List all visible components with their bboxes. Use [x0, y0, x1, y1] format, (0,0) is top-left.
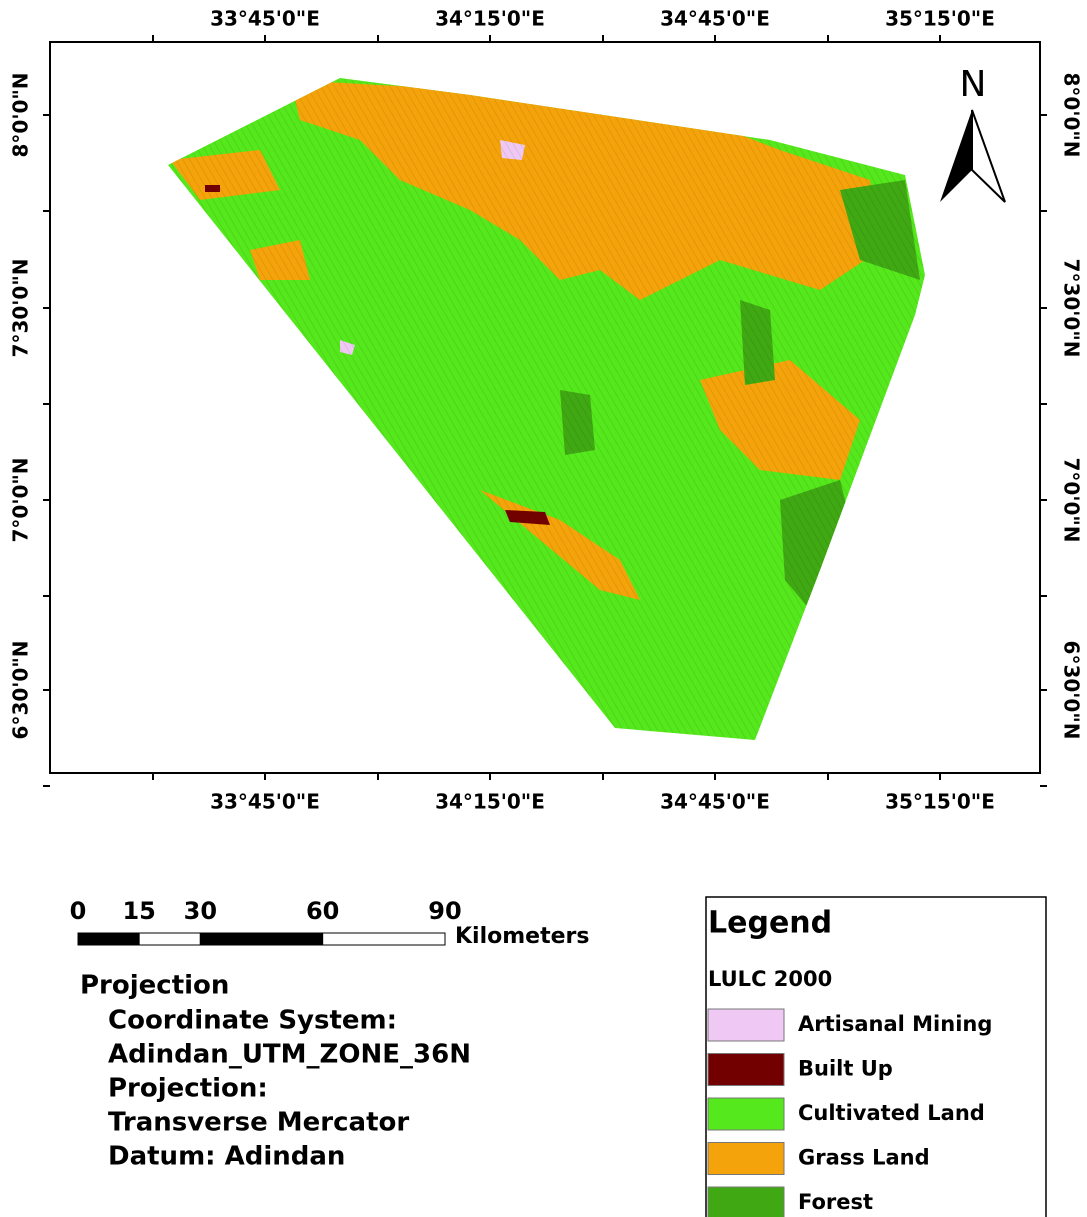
scale-tick-label: 90: [428, 897, 461, 925]
legend-swatch: [708, 1187, 784, 1217]
map-layout: N Legend LULC 2000 Projection 33°45'0"E 3…: [0, 0, 1087, 1217]
x-coordinate-label: 35°15'0"E: [885, 7, 995, 31]
x-coordinate-label: 34°45'0"E: [660, 7, 770, 31]
y-coordinate-label: 8°0'0"N: [9, 72, 33, 157]
projection-title: Projection: [80, 971, 229, 1001]
projection-line: Coordinate System:: [108, 1006, 397, 1036]
legend-swatch: [708, 1098, 784, 1130]
scale-unit: Kilometers: [455, 924, 589, 949]
scale-tick-label: 0: [70, 897, 87, 925]
legend-swatch: [708, 1143, 784, 1175]
scale-segment: [78, 933, 139, 945]
legend-label: Artisanal Mining: [798, 1012, 992, 1036]
x-coordinate-label: 33°45'0"E: [210, 790, 320, 814]
x-coordinate-label: 35°15'0"E: [885, 790, 995, 814]
scale-tick-label: 30: [184, 897, 217, 925]
y-coordinate-label: 7°0'0"N: [9, 457, 33, 542]
y-coordinate-label: 6°30'0"N: [1060, 641, 1084, 740]
projection-line: Projection:: [108, 1074, 268, 1104]
y-coordinate-label: 6°30'0"N: [9, 641, 33, 740]
legend-subtitle: LULC 2000: [708, 967, 832, 991]
legend-swatch: [708, 1054, 784, 1086]
legend-swatch: [708, 1009, 784, 1041]
x-coordinate-label: 34°15'0"E: [435, 7, 545, 31]
x-coordinate-label: 34°15'0"E: [435, 790, 545, 814]
north-label: N: [960, 64, 987, 105]
legend-label: Built Up: [798, 1057, 893, 1081]
y-coordinate-label: 7°0'0"N: [1060, 457, 1084, 542]
scale-segment: [323, 933, 445, 945]
scale-tick-label: 60: [306, 897, 339, 925]
y-coordinate-label: 8°0'0"N: [1060, 72, 1084, 157]
legend-title: Legend: [708, 906, 832, 941]
x-coordinate-label: 33°45'0"E: [210, 7, 320, 31]
projection-line: Adindan_UTM_ZONE_36N: [108, 1040, 471, 1070]
projection-line: Transverse Mercator: [108, 1108, 409, 1138]
scale-tick-label: 15: [122, 897, 155, 925]
y-coordinate-label: 7°30'0"N: [1060, 259, 1084, 358]
legend-label: Grass Land: [798, 1146, 930, 1170]
projection-line: Datum: Adindan: [108, 1142, 345, 1172]
y-coordinate-label: 7°30'0"N: [9, 259, 33, 358]
legend-label: Cultivated Land: [798, 1101, 985, 1125]
scale-segment: [139, 933, 200, 945]
legend-label: Forest: [798, 1190, 873, 1214]
x-coordinate-label: 34°45'0"E: [660, 790, 770, 814]
scale-segment: [200, 933, 322, 945]
